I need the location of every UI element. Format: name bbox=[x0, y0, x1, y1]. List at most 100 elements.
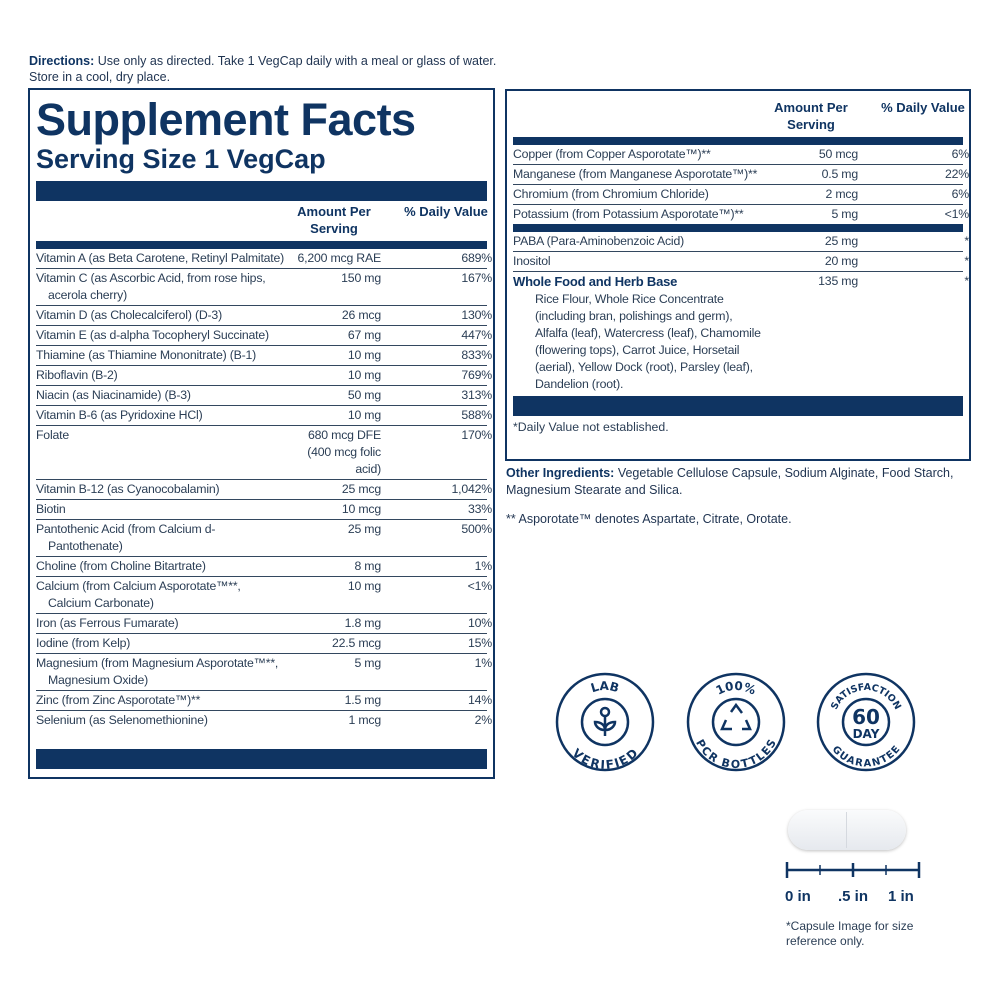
badge-days-label: DAY bbox=[853, 727, 880, 741]
nutrient-amount: 10 mcg bbox=[341, 502, 381, 516]
dv-header: % Daily Value bbox=[404, 204, 488, 219]
nutrient-name: Vitamin B-12 (as Cyanocobalamin) bbox=[36, 482, 220, 496]
badge-bottom-text: PCR BOTTLES bbox=[693, 737, 779, 771]
nutrient-row: Biotin 10 mcg 33% bbox=[36, 500, 492, 520]
nutrient-amount: 50 mg bbox=[347, 388, 381, 402]
nutrient-row: Zinc (from Zinc Asporotate™)** 1.5 mg 14% bbox=[36, 691, 492, 711]
divider-bar bbox=[513, 137, 963, 145]
supplement-facts-panel: Supplement Facts Serving Size 1 VegCap A… bbox=[28, 88, 495, 779]
herb-base-name: Whole Food and Herb Base bbox=[513, 274, 678, 289]
nutrient-name: Manganese (from Manganese Asporotate™)** bbox=[513, 167, 758, 181]
nutrient-name: Riboflavin (B-2) bbox=[36, 368, 118, 382]
nutrient-amount: 1.5 mg bbox=[344, 693, 382, 707]
nutrient-amount: 20 mg bbox=[824, 254, 858, 268]
amount-header: Amount Per Serving bbox=[774, 100, 848, 132]
nutrient-amount: 5 mg bbox=[354, 656, 381, 670]
asporotate-note: ** Asporotate™ denotes Aspartate, Citrat… bbox=[506, 512, 792, 526]
divider-bar bbox=[513, 224, 963, 232]
nutrient-dv: 2% bbox=[474, 713, 493, 727]
nutrient-name: Folate bbox=[36, 428, 69, 442]
nutrient-dv: 833% bbox=[461, 348, 492, 362]
nutrient-amount: 680 mcg DFE (400 mcg folic acid) bbox=[307, 428, 381, 476]
other-ingredients-label: Other Ingredients: bbox=[506, 466, 615, 480]
ruler-label: .5 in bbox=[838, 888, 869, 905]
nutrient-name: Magnesium (from Magnesium Asporotate™**,… bbox=[36, 656, 279, 687]
nutrient-name: Zinc (from Zinc Asporotate™)** bbox=[36, 693, 201, 707]
dv-footnote: *Daily Value not established. bbox=[513, 420, 669, 434]
nutrient-row: Pantothenic Acid (from Calcium d-Pantoth… bbox=[36, 520, 492, 557]
nutrient-dv: 15% bbox=[467, 636, 492, 650]
nutrient-name: Vitamin D (as Cholecalciferol) (D-3) bbox=[36, 308, 222, 322]
nutrient-name: Inositol bbox=[513, 254, 551, 268]
nutrient-dv: 313% bbox=[461, 388, 492, 402]
nutrient-name: Niacin (as Niacinamide) (B-3) bbox=[36, 388, 191, 402]
nutrient-row: Chromium (from Chromium Chloride) 2 mcg 6% bbox=[513, 185, 969, 205]
badge-bottom-text: VERIFIED bbox=[570, 746, 641, 772]
nutrient-amount: 22.5 mcg bbox=[332, 636, 381, 650]
nutrient-amount: 2 mcg bbox=[825, 187, 859, 201]
divider-bar bbox=[36, 749, 487, 769]
nutrient-table: Vitamin A (as Beta Carotene, Retinyl Pal… bbox=[36, 249, 492, 730]
nutrient-amount: 25 mg bbox=[824, 234, 858, 248]
nutrient-amount: 150 mg bbox=[341, 271, 381, 285]
nutrient-row: Manganese (from Manganese Asporotate™)**… bbox=[513, 165, 969, 185]
nutrient-dv: 588% bbox=[461, 408, 492, 422]
nutrient-amount: 0.5 mg bbox=[821, 167, 859, 181]
nutrient-row: Vitamin B-6 (as Pyridoxine HCl) 10 mg 588% bbox=[36, 406, 492, 426]
divider-bar bbox=[36, 241, 487, 249]
nutrient-row: Thiamine (as Thiamine Mononitrate) (B-1)… bbox=[36, 346, 492, 366]
nutrient-name: Choline (from Choline Bitartrate) bbox=[36, 559, 206, 573]
serving-size: Serving Size 1 VegCap bbox=[36, 144, 326, 174]
nutrient-row: Copper (from Copper Asporotate™)** 50 mcg… bbox=[513, 145, 969, 165]
nutrient-name: Iron (as Ferrous Fumarate) bbox=[36, 616, 179, 630]
nutrient-row: Vitamin A (as Beta Carotene, Retinyl Pal… bbox=[36, 249, 492, 269]
ruler-label: 0 in bbox=[785, 888, 811, 905]
panel-title: Supplement Facts bbox=[36, 94, 416, 145]
nutrient-row: Magnesium (from Magnesium Asporotate™**,… bbox=[36, 654, 492, 691]
sprout-icon bbox=[593, 706, 617, 736]
nutrient-dv: 6% bbox=[951, 187, 970, 201]
nutrient-amount: 10 mg bbox=[347, 408, 381, 422]
lab-verified-badge: LAB VERIFIED bbox=[555, 672, 655, 772]
nutrient-name: Copper (from Copper Asporotate™)** bbox=[513, 147, 711, 161]
nutrient-amount: 25 mg bbox=[347, 522, 381, 536]
nutrient-dv: * bbox=[964, 234, 969, 248]
size-ruler bbox=[785, 862, 921, 878]
nutrient-dv: 689% bbox=[461, 251, 492, 265]
nutrient-dv: <1% bbox=[467, 579, 493, 593]
badge-bottom-text: GUARANTEE bbox=[830, 744, 903, 770]
pcr-bottles-badge: 100% PCR BOTTLES bbox=[686, 672, 786, 772]
svg-text:100%: 100% bbox=[714, 679, 758, 698]
capsule-note: *Capsule Image for size reference only. bbox=[786, 919, 914, 948]
badge-top-text: LAB bbox=[589, 679, 621, 695]
directions-label: Directions: bbox=[29, 54, 95, 68]
nutrient-row: Calcium (from Calcium Asporotate™**, Cal… bbox=[36, 577, 492, 614]
nutrient-row: Vitamin C (as Ascorbic Acid, from rose h… bbox=[36, 269, 492, 306]
nutrient-dv: 14% bbox=[467, 693, 492, 707]
nutrient-row: Vitamin E (as d-alpha Tocopheryl Succina… bbox=[36, 326, 492, 346]
supplement-facts-continued: Amount Per Serving % Daily Value Copper (… bbox=[505, 89, 971, 461]
nutrient-name: Iodine (from Kelp) bbox=[36, 636, 131, 650]
nutrient-name: Vitamin C (as Ascorbic Acid, from rose h… bbox=[36, 271, 266, 302]
nutrient-amount: 10 mg bbox=[347, 368, 381, 382]
nutrient-amount: 5 mg bbox=[831, 207, 858, 221]
nutrient-name: Chromium (from Chromium Chloride) bbox=[513, 187, 709, 201]
nutrient-dv: * bbox=[964, 254, 969, 268]
nutrient-name: PABA (Para-Aminobenzoic Acid) bbox=[513, 234, 684, 248]
nutrient-name: Pantothenic Acid (from Calcium d-Pantoth… bbox=[36, 522, 216, 553]
divider-bar bbox=[513, 396, 963, 416]
capsule-image bbox=[788, 810, 906, 850]
nutrient-row: Choline (from Choline Bitartrate) 8 mg 1% bbox=[36, 557, 492, 577]
herb-base-row: Whole Food and Herb Base Rice Flour, Whol… bbox=[513, 271, 969, 394]
nutrient-dv: <1% bbox=[944, 207, 970, 221]
other-nutrient-table: PABA (Para-Aminobenzoic Acid) 25 mg * Inosi… bbox=[513, 232, 969, 271]
directions-body: Use only as directed. Take 1 VegCap dail… bbox=[29, 54, 497, 84]
nutrient-name: Biotin bbox=[36, 502, 66, 516]
nutrient-amount: 25 mcg bbox=[341, 482, 381, 496]
herb-base-amount: 135 mg bbox=[818, 274, 858, 288]
nutrient-row: Inositol 20 mg * bbox=[513, 252, 969, 271]
nutrient-row: Vitamin B-12 (as Cyanocobalamin) 25 mcg 1,… bbox=[36, 480, 492, 500]
nutrient-amount: 67 mg bbox=[347, 328, 381, 342]
svg-text:GUARANTEE: GUARANTEE bbox=[830, 744, 903, 770]
other-ingredients-text: Vegetable Cellulose Capsule, Sodium Algi… bbox=[506, 466, 954, 497]
